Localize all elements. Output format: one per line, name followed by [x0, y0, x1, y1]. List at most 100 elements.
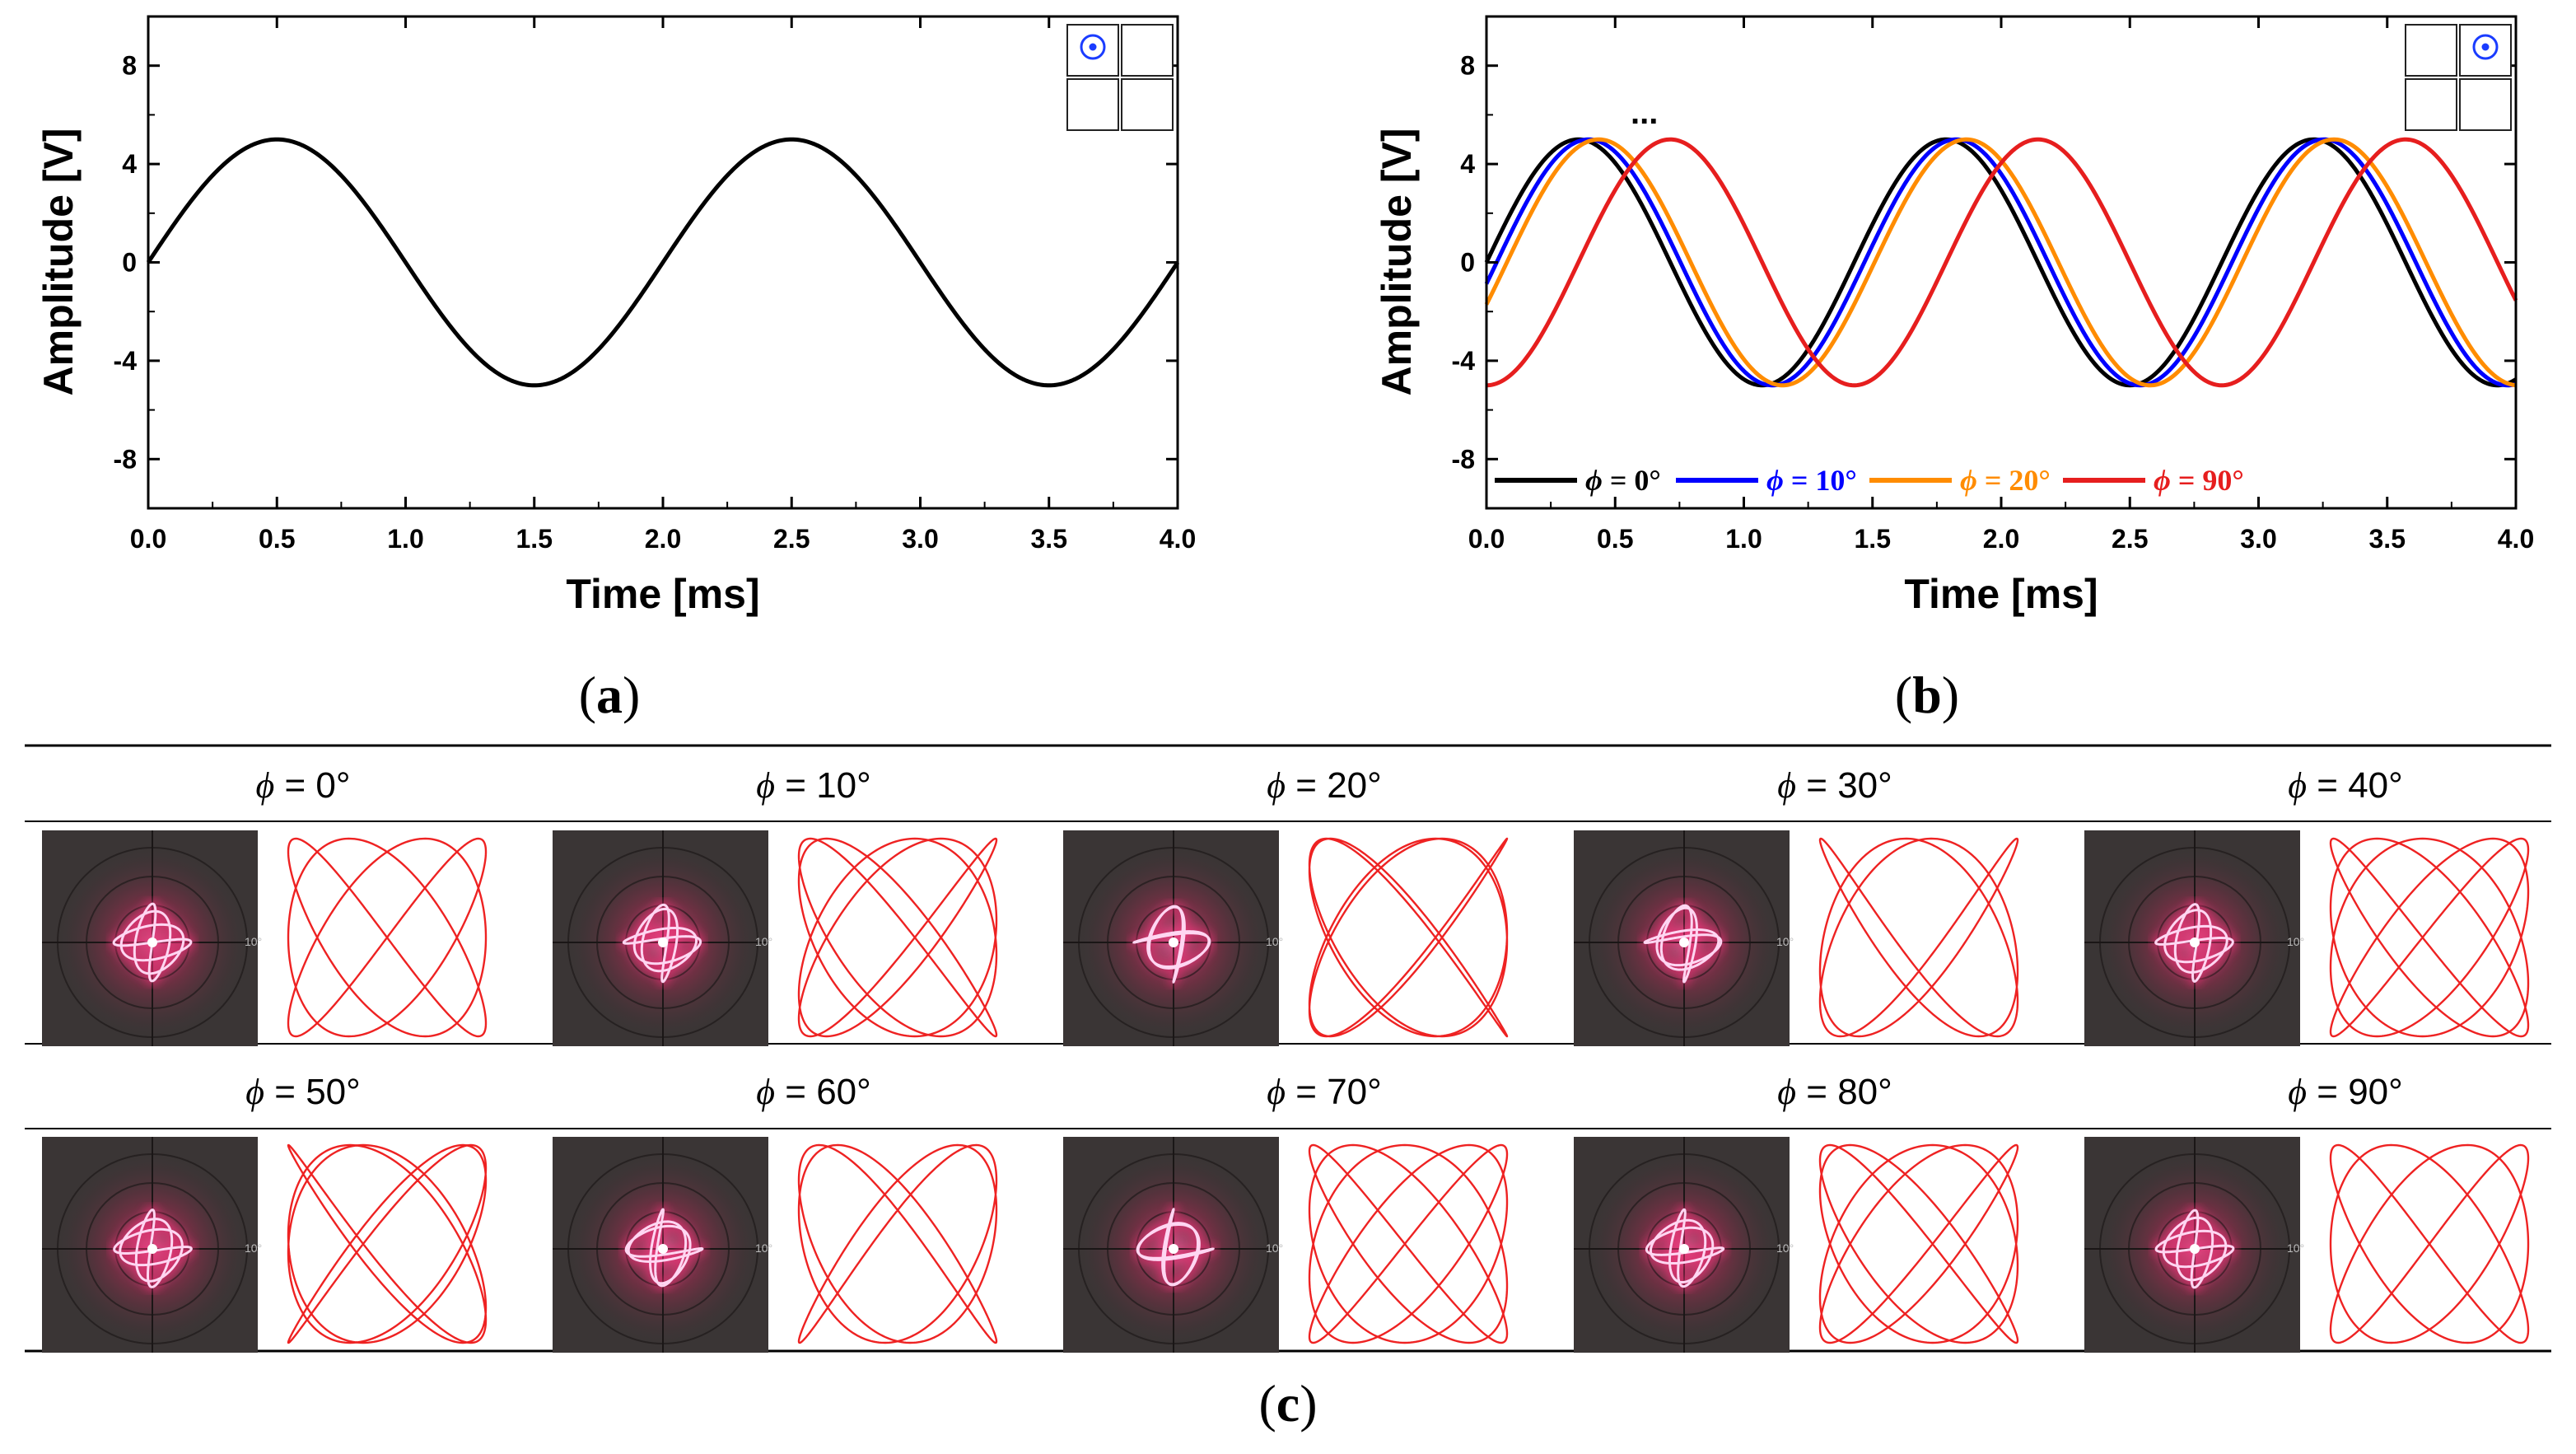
- photo-scale-label: 10°: [245, 935, 262, 948]
- x-tick-label: 1.0: [387, 524, 423, 554]
- phase-label: ϕ = 30°: [1777, 765, 1892, 806]
- phase-label: ϕ = 0°: [256, 765, 351, 806]
- x-tick-label: 2.0: [645, 524, 681, 554]
- panel-a-y-axis-title: Amplitude [V]: [35, 129, 82, 396]
- panel-b-ellipsis: ...: [1631, 95, 1658, 131]
- x-tick-label: 0.0: [1468, 524, 1505, 554]
- panel-a-label: (a): [579, 666, 641, 724]
- laser-photo: 10°: [1063, 830, 1283, 1046]
- inset-marker-ring: [2472, 34, 2499, 60]
- inset-cell: [2405, 78, 2457, 131]
- x-tick-label: 2.0: [1983, 524, 2019, 554]
- panel-b-x-axis-title: Time [ms]: [1904, 571, 2098, 617]
- lissajous-figure: [1308, 837, 1509, 1038]
- y-tick-label: -4: [114, 346, 138, 376]
- y-tick-label: -8: [1452, 444, 1475, 474]
- legend-label: ϕ = 10°: [1766, 464, 1857, 497]
- x-tick-label: 1.5: [516, 524, 553, 554]
- x-tick-label: 3.5: [1031, 524, 1067, 554]
- laser-photo: 10°: [2084, 1137, 2304, 1353]
- panel-b-y-axis-title: Amplitude [V]: [1374, 129, 1420, 396]
- inset-cell: [2459, 78, 2512, 131]
- series-line-3: [1486, 137, 2518, 388]
- lissajous-figure: [2329, 837, 2530, 1038]
- lissajous-figure: [1818, 837, 2019, 1038]
- panel-a-inset-grid: [1066, 24, 1174, 131]
- photo-scale-label: 10°: [2287, 935, 2304, 948]
- x-tick-label: 3.0: [902, 524, 938, 554]
- panel-c-label: (c): [1258, 1374, 1317, 1433]
- y-tick-label: 0: [1460, 248, 1475, 278]
- phase-label: ϕ = 10°: [756, 765, 870, 806]
- inset-cell: [2405, 24, 2457, 77]
- legend-label: ϕ = 90°: [2154, 464, 2244, 497]
- phase-label: ϕ = 70°: [1267, 1072, 1381, 1112]
- lissajous-figure: [797, 837, 998, 1038]
- series-line-0: [146, 137, 1180, 388]
- lissajous-figure: [287, 1143, 488, 1344]
- series-line-1: [1484, 137, 2517, 388]
- inset-cell: [1121, 78, 1174, 131]
- phase-label: ϕ = 60°: [756, 1072, 870, 1112]
- panel-a-chart: 0.0 0.5 1.0 1.5 2.0 2.5 3.0 3.5 4.0 8 4 0 -4 -8 Time …: [35, 15, 1196, 724]
- lissajous-figure: [797, 1143, 998, 1344]
- legend-label: ϕ = 0°: [1585, 464, 1661, 497]
- panel-b-chart: 0.0 0.5 1.0 1.5 2.0 2.5 3.0 3.5 4.0 8 4 0 -4 -8 ... ϕ…: [1374, 15, 2534, 724]
- laser-photo: 10°: [553, 1137, 772, 1353]
- x-tick-label: 0.5: [259, 524, 295, 554]
- x-tick-label: 0.0: [130, 524, 166, 554]
- panel-b-label: (b): [1895, 666, 1959, 724]
- inset-marker-dot: [1089, 43, 1097, 51]
- x-tick-label: 3.0: [2240, 524, 2276, 554]
- photo-scale-label: 10°: [245, 1241, 262, 1255]
- phase-label: ϕ = 50°: [245, 1072, 360, 1112]
- photo-scale-label: 10°: [1776, 935, 1794, 948]
- phase-label: ϕ = 90°: [2288, 1072, 2402, 1112]
- laser-photo: 10°: [42, 1137, 262, 1353]
- photo-scale-label: 10°: [1776, 1241, 1794, 1255]
- inset-marker-dot: [2481, 43, 2490, 51]
- x-tick-label: 1.5: [1855, 524, 1891, 554]
- inset-cell: [2459, 24, 2512, 77]
- phase-label: ϕ = 40°: [2288, 765, 2402, 806]
- panel-b-inset-grid: [2405, 24, 2512, 131]
- phase-label: ϕ = 20°: [1267, 765, 1381, 806]
- laser-photo: 10°: [1063, 1137, 1283, 1353]
- x-tick-label: 2.5: [2112, 524, 2148, 554]
- photo-scale-label: 10°: [1266, 935, 1283, 948]
- lissajous-figure: [2329, 1143, 2530, 1344]
- x-tick-label: 4.0: [1160, 524, 1196, 554]
- y-tick-label: 0: [122, 248, 137, 278]
- laser-photo: 10°: [1574, 1137, 1794, 1353]
- y-tick-label: -8: [114, 444, 137, 474]
- laser-photo: 10°: [1574, 830, 1794, 1046]
- lissajous-figure: [1818, 1143, 2019, 1344]
- lissajous-figure: [287, 837, 488, 1038]
- y-tick-label: -4: [1452, 346, 1476, 376]
- laser-photo: 10°: [553, 830, 772, 1046]
- y-tick-label: 8: [1460, 51, 1475, 81]
- photo-scale-label: 10°: [755, 935, 772, 948]
- panel-b-legend: ϕ = 0° ϕ = 10° ϕ = 20° ϕ = 90°: [1495, 464, 2244, 497]
- legend-label: ϕ = 20°: [1960, 464, 2051, 497]
- inset-cell: [1121, 24, 1174, 77]
- x-tick-label: 0.5: [1597, 524, 1633, 554]
- x-tick-label: 4.0: [2498, 524, 2534, 554]
- panel-b-plot-frame: [1485, 15, 2518, 510]
- x-tick-label: 1.0: [1725, 524, 1762, 554]
- series-line-0: [1484, 137, 2518, 388]
- photo-scale-label: 10°: [2287, 1241, 2304, 1255]
- laser-photo: 10°: [42, 830, 262, 1046]
- photo-scale-label: 10°: [755, 1241, 772, 1255]
- y-tick-label: 4: [1460, 149, 1475, 179]
- inset-marker-ring: [1080, 34, 1106, 60]
- x-tick-label: 2.5: [773, 524, 810, 554]
- photo-scale-label: 10°: [1266, 1241, 1283, 1255]
- inset-cell: [1066, 78, 1119, 131]
- panel-a-x-axis-title: Time [ms]: [566, 571, 759, 617]
- phase-label: ϕ = 80°: [1777, 1072, 1892, 1112]
- y-tick-label: 8: [122, 51, 137, 81]
- panel-c-phase-grid: ϕ = 0° 10° ϕ = 10° 10° ϕ = 20° 10° ϕ = 30° 10° ϕ…: [25, 744, 2551, 1433]
- laser-photo: 10°: [2084, 830, 2304, 1046]
